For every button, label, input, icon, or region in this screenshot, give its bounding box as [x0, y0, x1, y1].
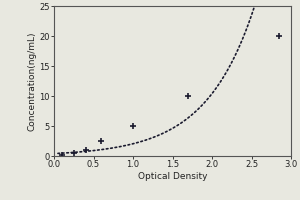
X-axis label: Optical Density: Optical Density [138, 172, 207, 181]
Y-axis label: Concentration(ng/mL): Concentration(ng/mL) [28, 31, 37, 131]
